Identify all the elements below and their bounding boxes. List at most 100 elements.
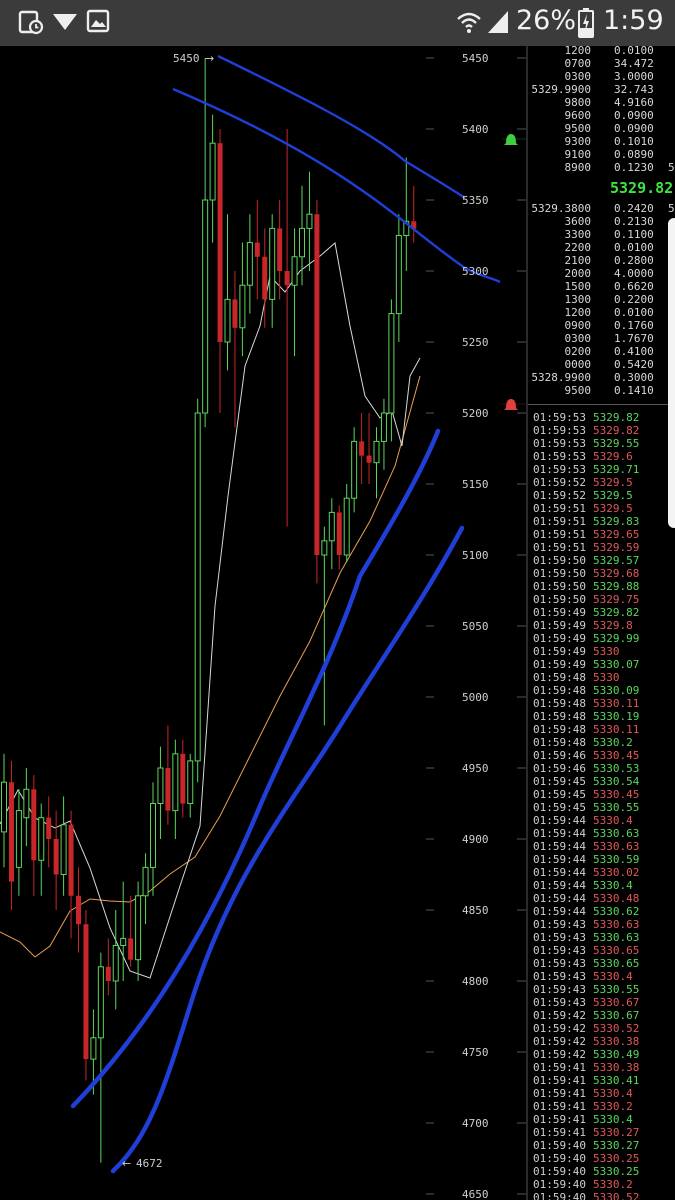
candle-body	[262, 256, 268, 300]
order-quantity: 0.1760	[614, 319, 654, 332]
order-book-row[interactable]: 2000 4.0000	[528, 267, 675, 280]
candle-body	[120, 937, 127, 947]
order-book-row[interactable]: 8900 0.1230 5	[528, 161, 675, 174]
trade-time: 01:59:49	[533, 619, 586, 632]
order-book-row[interactable]: 0300 1.7670	[528, 332, 675, 345]
order-book-row[interactable]: 2200 0.0100	[528, 241, 675, 254]
price-axis: 5450 5400 5350 5300 5250 5200 5150 5100 5050 5000…	[462, 52, 489, 1200]
order-quantity: 0.0100	[614, 306, 654, 319]
order-book-row[interactable]: 1200 0.0100	[528, 306, 675, 319]
order-book-row[interactable]: 9500 0.1410	[528, 384, 675, 397]
trade-time: 01:59:46	[533, 762, 586, 775]
trade-row: 01:59:44 5330.48	[528, 892, 675, 905]
order-quantity: 0.2130	[614, 215, 654, 228]
trade-price: 5330.65	[593, 957, 640, 970]
order-quantity: 34.472	[614, 57, 654, 70]
trade-time: 01:59:51	[533, 515, 586, 528]
trade-row: 01:59:40 5330.27	[528, 1139, 675, 1152]
trade-price: 5330.45	[593, 788, 640, 801]
order-book-row[interactable]: 0900 0.1760	[528, 319, 675, 332]
trade-price: 5330.63	[593, 918, 640, 931]
order-book-row[interactable]: 5329.9900 32.743	[528, 83, 675, 96]
order-book-row[interactable]: 0000 0.5420	[528, 358, 675, 371]
trade-row: 01:59:44 5330.4	[528, 879, 675, 892]
trade-time: 01:59:44	[533, 814, 586, 827]
order-book-row[interactable]: 9600 0.0900	[528, 109, 675, 122]
trade-row: 01:59:48 5330.19	[528, 710, 675, 723]
trade-time: 01:59:42	[533, 1022, 586, 1035]
order-price: 9100	[564, 148, 592, 161]
market-side-panel[interactable]: 1200 0.0100 0700 34.472 0300 3.0000 5329.9900 3…	[528, 46, 675, 1200]
candle-body	[403, 220, 410, 237]
trade-time: 01:59:43	[533, 918, 586, 931]
candle-body	[38, 817, 45, 861]
candle-body	[291, 256, 298, 286]
trade-row: 01:59:43 5330.63	[528, 918, 675, 931]
chart-annotations: 5450 → ← 4672	[122, 52, 214, 1170]
trade-time: 01:59:48	[533, 697, 586, 710]
order-book-row[interactable]: 3600 0.2130	[528, 215, 675, 228]
order-book-row[interactable]: 5328.9900 0.3000	[528, 371, 675, 384]
trades-separator	[528, 404, 675, 405]
order-book-row[interactable]: 9500 0.0900	[528, 122, 675, 135]
battery-charging-icon	[578, 8, 594, 38]
order-book-row[interactable]: 5329.3800 0.2420 5	[528, 202, 675, 215]
scrollbar-thumb[interactable]	[668, 218, 675, 528]
candle-body	[254, 242, 260, 257]
trade-time: 01:59:50	[533, 554, 586, 567]
price-tick-label: 5450	[462, 52, 489, 65]
trade-time: 01:59:41	[533, 1113, 586, 1126]
price-tick-label: 5250	[462, 336, 489, 349]
order-book-row[interactable]: 0200 0.4100	[528, 345, 675, 358]
candle-body	[351, 440, 358, 499]
candle-body	[83, 924, 89, 1060]
order-book-row[interactable]: 9300 0.1010	[528, 135, 675, 148]
candle-body	[277, 228, 283, 271]
order-price: 9600	[564, 109, 592, 122]
order-book-row[interactable]: 9100 0.0890	[528, 148, 675, 161]
download-icon	[53, 14, 77, 30]
order-quantity: 0.5420	[614, 358, 654, 371]
order-quantity: 4.9160	[614, 96, 654, 109]
price-tick-label: 5350	[462, 194, 489, 207]
trade-price: 5330.63	[593, 827, 640, 840]
status-bar: 26% 1:59	[0, 0, 675, 46]
trade-price: 5330.25	[593, 1165, 640, 1178]
candle-body	[68, 824, 74, 896]
trade-row: 01:59:45 5330.45	[528, 788, 675, 801]
trade-row: 01:59:53 5329.6	[528, 450, 675, 463]
order-book-row[interactable]: 3300 0.1100	[528, 228, 675, 241]
order-book-row[interactable]: 1500 0.6620	[528, 280, 675, 293]
signal-icon	[488, 11, 508, 33]
price-chart[interactable]: 5450 5400 5350 5300 5250 5200 5150 5100 5050 5000…	[0, 46, 528, 1200]
trade-time: 01:59:51	[533, 502, 586, 515]
order-book-row[interactable]: 1200 0.0100	[528, 46, 675, 57]
trend-line-lower-2	[110, 525, 465, 1174]
candle-body	[388, 313, 395, 414]
order-book-row[interactable]: 1300 0.2200	[528, 293, 675, 306]
trade-row: 01:59:52 5329.5	[528, 489, 675, 502]
trade-time: 01:59:48	[533, 684, 586, 697]
trade-row: 01:59:51 5329.65	[528, 528, 675, 541]
candle-body	[269, 227, 276, 300]
price-tick-label: 5000	[462, 691, 489, 704]
candle-body	[246, 242, 253, 286]
order-book-row[interactable]: 2100 0.2800	[528, 254, 675, 267]
order-price: 0700	[564, 57, 592, 70]
trade-price: 5330	[593, 671, 620, 684]
order-book-row[interactable]: 0700 34.472	[528, 57, 675, 70]
trade-time: 01:59:44	[533, 892, 586, 905]
trade-price: 5330.38	[593, 1061, 640, 1074]
order-book-row[interactable]: 9800 4.9160	[528, 96, 675, 109]
candle-body	[1, 781, 7, 833]
trade-time: 01:59:50	[533, 567, 586, 580]
order-price: 3600	[564, 215, 592, 228]
trade-time: 01:59:41	[533, 1126, 586, 1139]
trade-row: 01:59:42 5330.38	[528, 1035, 675, 1048]
candle-body	[336, 512, 342, 555]
trade-time: 01:59:53	[533, 437, 586, 450]
trade-row: 01:59:52 5329.5	[528, 476, 675, 489]
trade-time: 01:59:44	[533, 853, 586, 866]
order-book-row[interactable]: 0300 3.0000	[528, 70, 675, 83]
candle-body	[299, 227, 305, 258]
